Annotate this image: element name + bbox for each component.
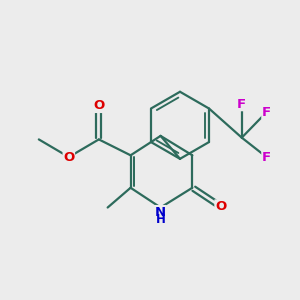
Text: N: N	[155, 206, 166, 219]
Text: F: F	[262, 151, 271, 164]
Text: O: O	[93, 99, 104, 112]
Text: F: F	[262, 106, 271, 119]
Text: F: F	[237, 98, 246, 111]
Text: O: O	[215, 200, 226, 213]
Text: H: H	[156, 213, 166, 226]
Text: O: O	[63, 151, 74, 164]
